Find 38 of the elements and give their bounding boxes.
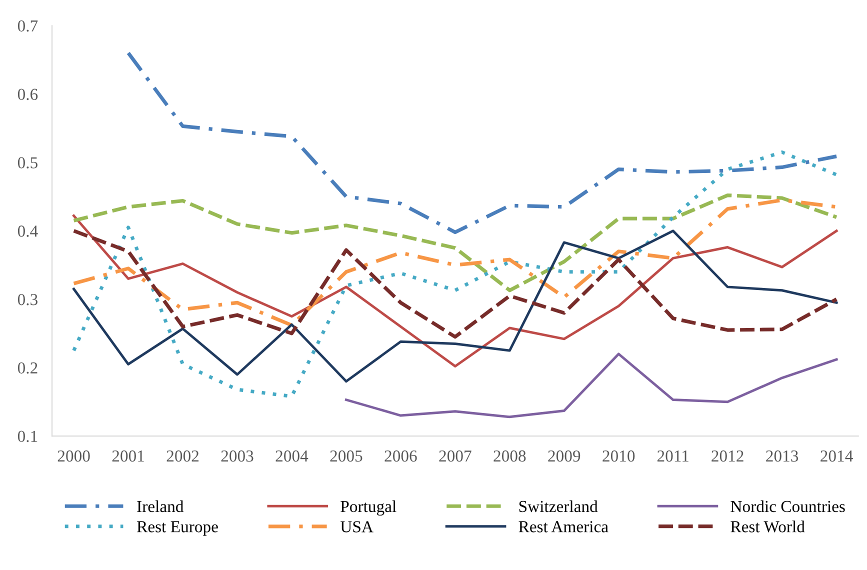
line-series <box>72 214 838 368</box>
y-tick-label: 0.6 <box>18 88 38 100</box>
legend-label: Switzerland <box>519 500 598 512</box>
x-tick-label: 2004 <box>276 450 308 462</box>
y-tick-label: 0.2 <box>18 362 38 374</box>
line-series <box>72 229 838 339</box>
x-tick-label: 2002 <box>166 450 199 462</box>
x-tick-label: 2011 <box>657 450 688 462</box>
x-tick-label: 2014 <box>820 450 853 462</box>
y-tick-label: 0.4 <box>18 226 38 237</box>
x-tick-label: 2000 <box>58 450 90 462</box>
x-tick-label: 2013 <box>766 450 798 462</box>
line-series <box>72 150 838 398</box>
line-series <box>126 51 838 234</box>
x-tick-label: 2005 <box>330 450 362 462</box>
legend-label: Rest America <box>518 521 608 532</box>
x-tick-label: 2001 <box>112 450 144 462</box>
line-series <box>72 193 838 292</box>
legend-label: Nordic Countries <box>730 500 845 512</box>
x-tick-label: 2010 <box>602 450 635 462</box>
x-tick-label: 2008 <box>494 450 526 462</box>
x-tick-label: 2007 <box>439 450 472 462</box>
x-tick-label: 2006 <box>384 450 417 462</box>
y-tick-label: 0.1 <box>18 430 38 442</box>
legend-label: Ireland <box>137 500 184 512</box>
line-series <box>72 230 838 383</box>
y-tick-label: 0.5 <box>18 157 38 168</box>
legend-label: Rest Europe <box>137 521 218 536</box>
line-series <box>72 198 838 328</box>
x-tick-label: 2012 <box>712 450 744 462</box>
legend-label: Portugal <box>340 500 396 516</box>
y-tick-label: 0.7 <box>18 20 38 32</box>
legend-label: Rest World <box>730 520 805 532</box>
legend-label: USA <box>340 521 374 532</box>
x-tick-label: 2003 <box>221 450 254 462</box>
x-tick-label: 2009 <box>548 450 580 462</box>
line-series <box>344 352 838 418</box>
y-tick-label: 0.3 <box>18 294 38 306</box>
